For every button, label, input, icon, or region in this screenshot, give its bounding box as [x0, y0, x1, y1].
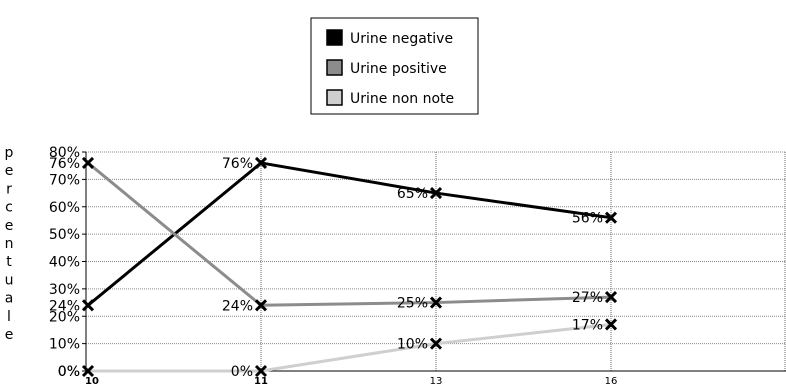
y-tick-label: 10% [49, 337, 80, 353]
x-tick-label: 10 [85, 376, 99, 387]
legend-swatch [326, 29, 343, 46]
y-tick-label: 60% [49, 200, 80, 216]
x-tick-label: 13 [430, 376, 443, 387]
y-axis-label-letter: e [5, 218, 14, 234]
legend-label: Urine non note [350, 91, 454, 107]
data-label: 24% [49, 298, 80, 314]
data-label: 56% [572, 211, 603, 227]
data-point-marker [254, 299, 268, 312]
data-label: 0% [58, 364, 80, 380]
series-line [87, 161, 612, 307]
data-point-marker [254, 156, 268, 170]
legend-label: Urine negative [350, 31, 453, 47]
gridlines [86, 151, 786, 371]
y-tick-label: 0% [58, 364, 80, 380]
y-axis-ticks: 0% 10% 20% 30% 40% 50% 60% 70% 80% [49, 145, 86, 380]
data-point-marker [604, 291, 618, 304]
y-tick-label: 40% [49, 255, 80, 271]
y-tick-label: 80% [49, 145, 80, 161]
data-label: 10% [397, 337, 428, 353]
y-axis-label-letter: p [5, 145, 14, 161]
series-line [88, 322, 612, 373]
y-axis-label-letter: l [7, 309, 11, 325]
y-axis-label-letter: e [5, 163, 14, 179]
y-tick-label: 20% [49, 309, 80, 325]
data-label: 27% [572, 290, 603, 306]
y-axis-label-letter: u [5, 272, 14, 288]
data-point-marker [81, 364, 95, 378]
data-point-marker [429, 337, 443, 350]
data-point-marker [254, 364, 268, 378]
y-axis-label-letter: e [5, 327, 14, 343]
y-tick-label: 70% [49, 172, 80, 188]
x-axis-ticks: 10 11 13 16 [85, 376, 617, 387]
legend-swatch [326, 89, 343, 106]
data-label: 0% [231, 364, 253, 380]
y-axis-label-letter: c [5, 200, 13, 216]
data-point-marker [604, 318, 618, 331]
data-label: 25% [397, 296, 428, 312]
y-axis-label-letter: t [6, 254, 12, 270]
y-axis-label-letter: a [5, 291, 14, 307]
data-label: 76% [49, 156, 80, 172]
x-tick-label: 16 [605, 376, 618, 387]
x-tick-label: 11 [254, 376, 268, 387]
data-point-marker [604, 211, 618, 224]
y-axis-label-letter: n [5, 236, 14, 252]
y-tick-label: 50% [49, 227, 80, 243]
y-axis-label-letter: r [6, 181, 12, 197]
data-point-marker [429, 296, 443, 309]
legend-swatch [326, 59, 343, 76]
data-point-marker [81, 299, 95, 312]
legend-label: Urine positive [350, 61, 447, 77]
y-tick-label: 30% [49, 282, 80, 298]
data-point-marker [429, 187, 443, 200]
series-lines [87, 161, 612, 373]
data-label: 24% [222, 298, 253, 314]
data-point-marker [81, 156, 95, 170]
data-label: 76% [222, 156, 253, 172]
data-markers [81, 156, 618, 378]
chart-legend: Urine negative Urine positive Urine non no… [310, 17, 479, 115]
data-label: 17% [572, 317, 603, 333]
data-labels: 24% 76% 65% 56% 76% 24% 25% 27% 0% 0% 10% 17% [49, 156, 603, 380]
data-label: 65% [397, 186, 428, 202]
